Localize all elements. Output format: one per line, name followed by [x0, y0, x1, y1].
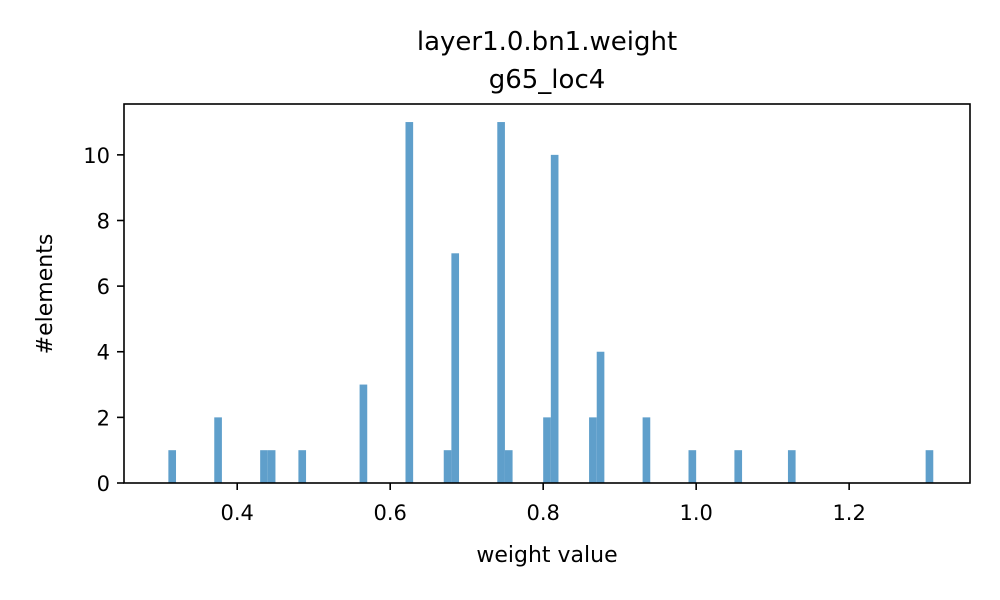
y-tick-label: 0 [97, 472, 110, 496]
x-axis-label: weight value [476, 543, 617, 568]
histogram-bar-7 [443, 450, 452, 483]
histogram-bar-0 [168, 450, 177, 483]
histogram-bar-6 [405, 122, 414, 484]
histogram-bar-4 [298, 450, 307, 483]
histogram-bar-5 [359, 384, 368, 483]
chart-title-line-2: g65_loc4 [489, 65, 606, 95]
histogram-bar-10 [504, 450, 513, 483]
x-tick-label: 0.4 [221, 501, 254, 525]
chart-title-line-1: layer1.0.bn1.weight [417, 27, 677, 57]
histogram-bar-8 [451, 253, 460, 483]
y-tick-label: 4 [97, 341, 110, 365]
histogram-bar-14 [596, 351, 605, 483]
x-axis-ticks: 0.4 0.6 0.8 1.0 1.2 [221, 483, 866, 525]
histogram-bar-9 [497, 122, 505, 484]
x-tick-label: 1.2 [832, 501, 865, 525]
histogram-bar-15 [642, 417, 651, 483]
histogram-bar-1 [214, 417, 222, 483]
plot-frame [123, 103, 971, 484]
y-tick-label: 8 [97, 209, 110, 233]
histogram-bar-2 [260, 450, 268, 483]
histogram-bar-18 [787, 450, 796, 483]
histogram-bar-16 [688, 450, 697, 483]
y-axis-ticks: 0 2 4 6 8 10 [83, 144, 124, 496]
bars-group [168, 122, 934, 484]
histogram-bar-12 [550, 154, 559, 484]
histogram-bar-19 [925, 450, 934, 483]
histogram-bar-17 [734, 450, 743, 483]
y-tick-label: 2 [97, 406, 110, 430]
histogram-bar-3 [267, 450, 276, 483]
x-tick-label: 0.6 [373, 501, 406, 525]
x-tick-label: 0.8 [526, 501, 559, 525]
y-tick-label: 6 [97, 275, 110, 299]
x-tick-label: 1.0 [679, 501, 712, 525]
histogram-bar-13 [589, 417, 597, 483]
y-tick-label: 10 [83, 144, 110, 168]
y-axis-label: #elements [33, 234, 58, 355]
histogram-bar-11 [543, 417, 551, 483]
